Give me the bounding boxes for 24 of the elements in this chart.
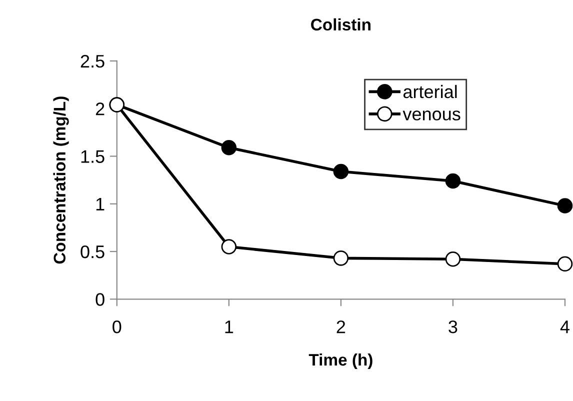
point: [333, 164, 349, 180]
chart-title: Colistin: [311, 18, 370, 31]
x-tick-label: 2: [336, 320, 346, 334]
point: [557, 198, 573, 214]
y-tick-label: 0: [96, 293, 104, 306]
y-tick-label: 2: [96, 102, 104, 116]
legend-label: venous: [402, 110, 460, 120]
point: [445, 251, 461, 267]
y-tick-label: 0.5: [80, 245, 104, 258]
x-axis-title: Time (h): [308, 353, 372, 370]
point: [221, 239, 237, 254]
y-tick-label: 1: [96, 198, 104, 210]
y-tick-label: 2.5: [80, 54, 104, 68]
legend-label: arterial: [403, 84, 457, 98]
point: [557, 256, 573, 272]
point: [333, 250, 349, 266]
x-tick-label: 1: [225, 320, 234, 334]
point: [221, 140, 237, 156]
x-tick-label: 0: [112, 320, 122, 334]
x-tick-label: 4: [560, 320, 570, 334]
y-tick-label: 1.5: [81, 150, 104, 163]
point: [445, 173, 461, 189]
x-tick-label: 3: [448, 320, 458, 334]
y-axis-title: Concentration (mg/L): [53, 96, 69, 264]
